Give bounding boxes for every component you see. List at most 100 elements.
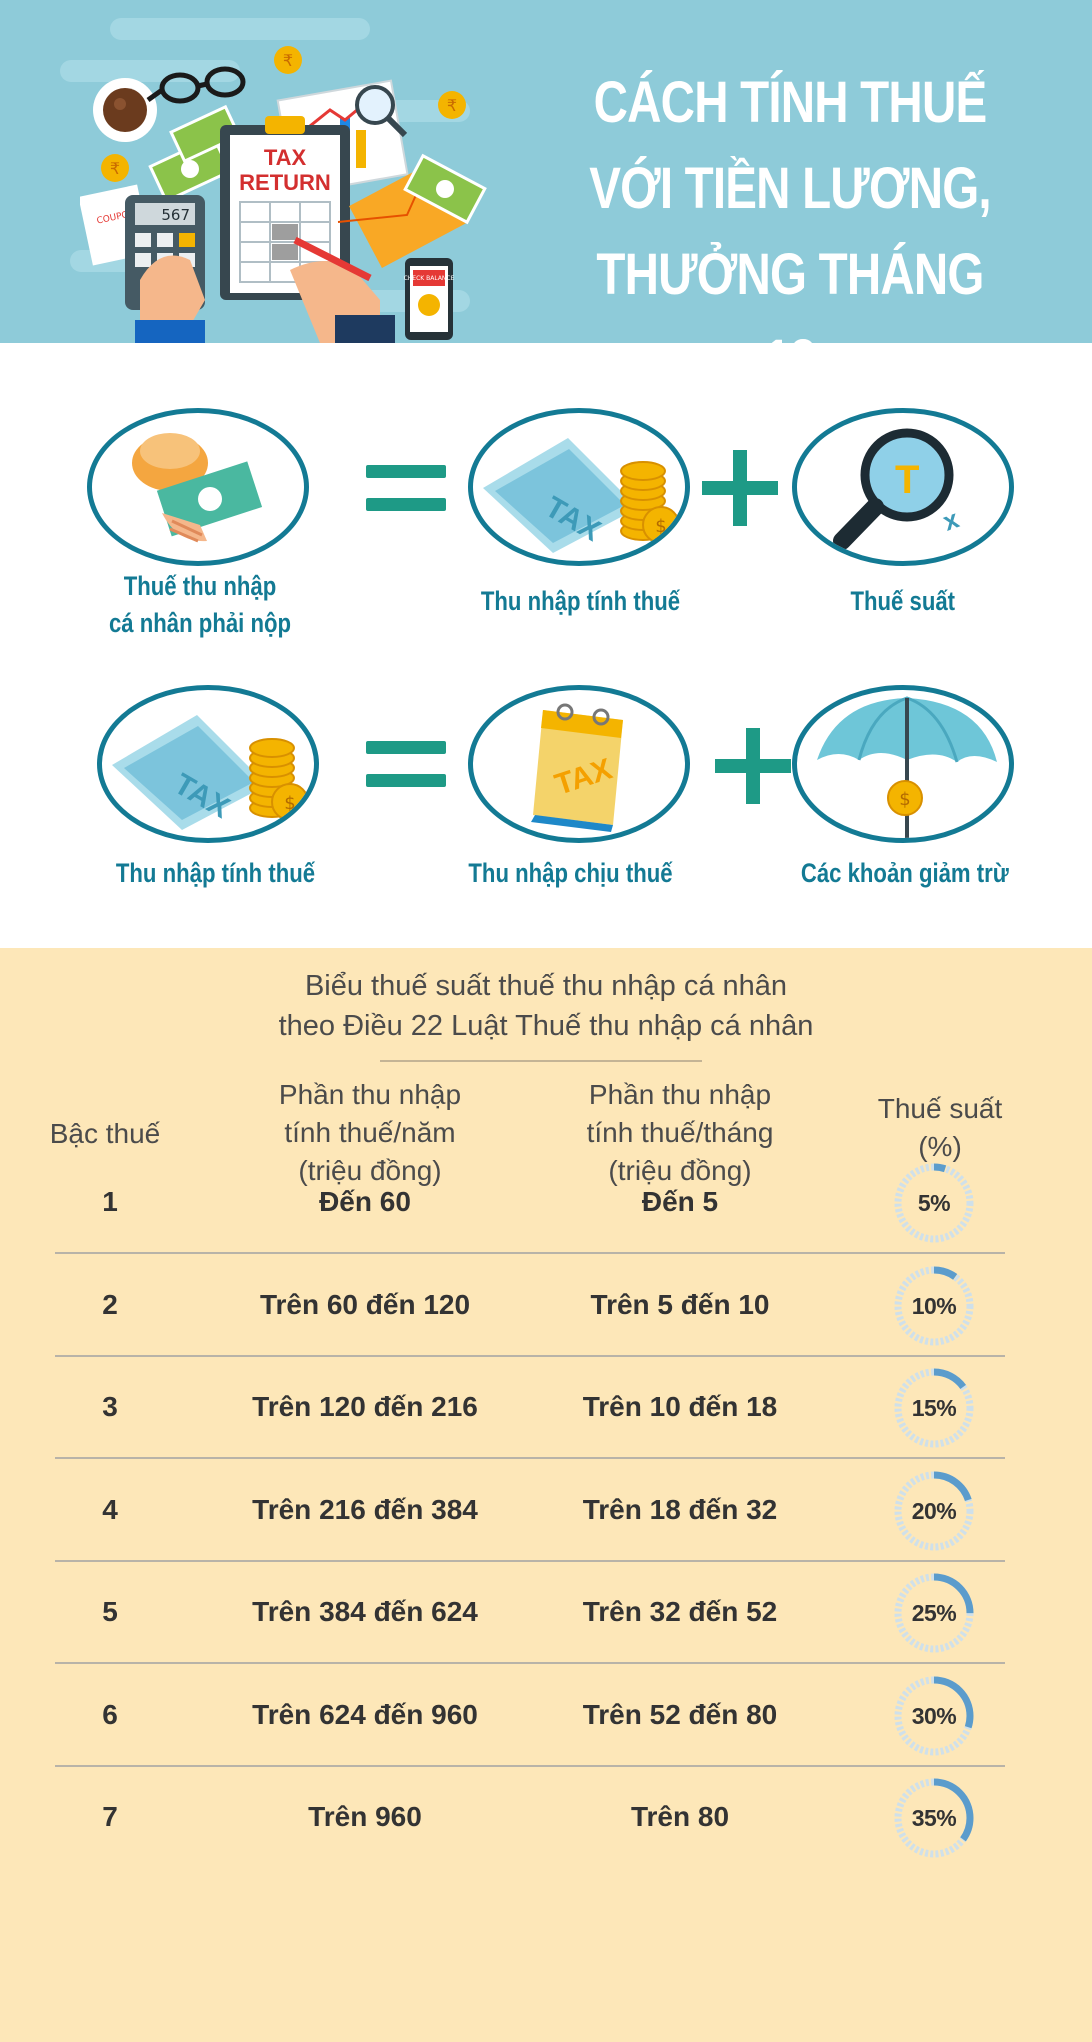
tax-coins-oval: TAX $ <box>468 408 690 566</box>
plus-sign-icon <box>702 450 778 526</box>
yearly-income-range: Trên 60 đến 120 <box>259 1288 471 1320</box>
svg-text:$: $ <box>284 793 295 814</box>
svg-text:567: 567 <box>161 206 190 224</box>
yearly-income-range: Trên 624 đến 960 <box>252 1698 478 1730</box>
tax-rate-label: Thuế suất <box>850 586 956 616</box>
yearly-income-range: Đến 60 <box>319 1186 411 1217</box>
tax-level: 6 <box>102 1698 118 1730</box>
table-row: 7 Trên 960 Trên 80 35% <box>55 1767 1005 1869</box>
tax-rate-value: 25% <box>911 1600 957 1626</box>
table-row: 3 Trên 120 đến 216 Trên 10 đến 18 15% <box>55 1357 1005 1459</box>
table-row: 4 Trên 216 đến 384 Trên 18 đến 32 20% <box>55 1460 1005 1562</box>
table-title: Biểu thuế suất thuế thu nhập cá nhân the… <box>278 970 814 1042</box>
title-line: CÁCH TÍNH THUẾ <box>593 70 988 135</box>
calendar-oval: TAX <box>468 685 690 843</box>
clipboard-icon: TAX RETURN <box>220 116 350 300</box>
svg-text:RETURN: RETURN <box>239 170 331 195</box>
svg-text:$: $ <box>899 789 910 810</box>
tax-rate-value: 10% <box>911 1292 957 1319</box>
header-banner: ₹ ₹ ₹ COUPON <box>0 0 1092 343</box>
svg-text:₹: ₹ <box>447 96 457 115</box>
tax-level: 2 <box>102 1288 118 1320</box>
banknote-icon <box>403 153 487 225</box>
tax-rate-value: 20% <box>911 1497 957 1524</box>
row-divider <box>55 1354 1005 1357</box>
monthly-income-range: Trên 10 đến 18 <box>582 1391 778 1422</box>
row-divider <box>55 1457 1005 1459</box>
tax-rate-gauge: 30% <box>893 1675 975 1757</box>
decor-stripe <box>110 18 370 40</box>
monthly-income-range: Trên 5 đến 10 <box>590 1288 770 1320</box>
monthly-income-range: Trên 32 đến 52 <box>582 1596 778 1627</box>
tax-rate-value: 15% <box>911 1395 957 1421</box>
decor-stripe <box>60 60 240 82</box>
tax-level: 3 <box>102 1391 118 1422</box>
yearly-income-range: Trên 120 đến 216 <box>252 1391 478 1422</box>
assessable-income-label: Thu nhập chịu thuế <box>467 858 673 888</box>
table-row: 6 Trên 624 đến 960 Trên 52 đến 80 30% <box>55 1665 1005 1767</box>
formula-section: TAX $ T x Thuế thu nhập cá nhân phải nộp… <box>0 343 1092 948</box>
tax-return-illustration: ₹ ₹ ₹ COUPON <box>80 46 487 343</box>
monthly-income-range: Trên 18 đến 32 <box>582 1493 778 1525</box>
tax-level: 1 <box>102 1186 118 1217</box>
yearly-income-range: Trên 216 đến 384 <box>252 1493 478 1525</box>
tax-document-coins-icon: TAX $ <box>483 438 680 553</box>
title-divider <box>380 1060 702 1062</box>
tax-document-coins-icon: TAX $ <box>112 715 309 830</box>
table-row: 5 Trên 384 đến 624 Trên 32 đến 52 25% <box>55 1562 1005 1664</box>
tax-rate-gauge: 15% <box>893 1367 975 1449</box>
coin-icon: ₹ <box>438 91 466 119</box>
row-divider <box>55 1662 1005 1664</box>
tax-level: 4 <box>102 1493 118 1525</box>
tax-rate-value: 35% <box>911 1805 957 1831</box>
monthly-income-range: Trên 80 <box>630 1801 730 1832</box>
taxable-income-label: Thu nhập tính thuế <box>480 586 680 616</box>
yearly-income-range: Trên 960 <box>308 1801 422 1832</box>
money-scan-icon <box>132 433 263 543</box>
tax-level: 7 <box>102 1801 118 1832</box>
magnifier-tax-icon: T x <box>833 428 963 550</box>
umbrella-oval: $ <box>792 685 1014 843</box>
header-yearly: Phần thu nhập tính thuế/năm (triệu đồng) <box>278 1079 462 1186</box>
tax-rate-gauge: 25% <box>893 1572 975 1654</box>
yearly-income-range: Trên 384 đến 624 <box>252 1596 478 1627</box>
tax-rate-value: 5% <box>917 1190 951 1216</box>
money-scan-oval <box>87 408 309 566</box>
row-divider <box>55 1559 1005 1562</box>
monthly-income-range: Đến 5 <box>641 1186 719 1217</box>
table-row: 2 Trên 60 đến 120 Trên 5 đến 10 10% <box>55 1255 1005 1357</box>
phone-icon: CHECK BALANCE <box>404 258 455 340</box>
umbrella-coin-icon: $ <box>817 696 997 838</box>
svg-text:TAX: TAX <box>264 145 307 170</box>
coin-icon: ₹ <box>274 46 302 74</box>
personal-income-tax-label: Thuế thu nhập cá nhân phải nộp <box>108 571 292 638</box>
equals-sign-icon <box>366 741 446 787</box>
svg-text:T: T <box>895 458 919 502</box>
title-line: VỚI TIỀN LƯƠNG, <box>589 156 991 221</box>
svg-text:₹: ₹ <box>283 51 293 70</box>
glasses-icon <box>146 66 246 104</box>
plus-sign-icon <box>715 728 791 804</box>
tax-rate-gauge: 5% <box>893 1162 975 1244</box>
header-rate: Thuế suất (%) <box>877 1093 1003 1162</box>
svg-text:x: x <box>939 503 963 536</box>
svg-text:CHECK BALANCE: CHECK BALANCE <box>404 275 455 282</box>
deductions-label: Các khoản giảm trừ <box>801 858 1009 888</box>
header-level: Bậc thuế <box>49 1118 161 1149</box>
calendar-tax-icon: TAX <box>531 703 623 832</box>
magnifier-icon <box>355 85 408 138</box>
title-line: THƯỞNG THÁNG 13 <box>596 242 984 343</box>
row-divider <box>55 1764 1005 1767</box>
tax-rate-gauge: 20% <box>893 1470 975 1552</box>
tax-rate-table: Biểu thuế suất thuế thu nhập cá nhân the… <box>0 948 1092 2042</box>
banknote-icon <box>148 104 241 204</box>
coffee-icon <box>93 78 157 142</box>
equals-sign-icon <box>366 465 446 511</box>
monthly-income-range: Trên 52 đến 80 <box>582 1698 778 1730</box>
tax-rate-gauge: 35% <box>893 1777 975 1859</box>
taxable-income-label: Thu nhập tính thuế <box>115 858 315 888</box>
svg-text:₹: ₹ <box>110 159 120 178</box>
tax-rate-gauge: 10% <box>893 1265 975 1347</box>
tax-rate-value: 30% <box>911 1702 957 1729</box>
svg-text:$: $ <box>655 516 666 537</box>
